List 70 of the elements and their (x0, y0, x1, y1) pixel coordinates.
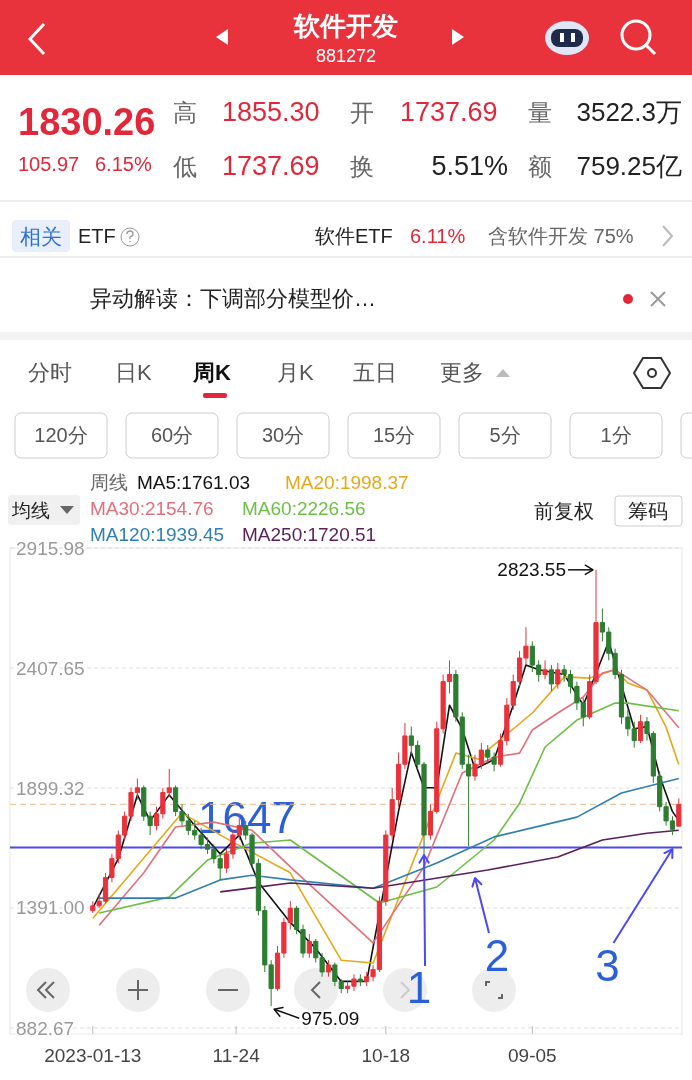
text: 105.97 (18, 153, 80, 175)
text: 开 (350, 98, 374, 126)
x-tick-label: 11-24 (212, 1044, 261, 1066)
text: 881272 (315, 46, 377, 66)
text: 均线 (11, 499, 50, 521)
text: 含软件开发 75% (488, 225, 634, 247)
text: MA20:1998.37 (285, 471, 409, 493)
legend-title: 周线 (90, 471, 128, 493)
text: 759.25亿 (576, 151, 682, 181)
text: 高 (173, 98, 197, 126)
text: 5分 (489, 424, 521, 446)
text: 筹码 (628, 500, 668, 522)
y-tick-label: 2407.65 (16, 657, 85, 679)
candlestick (638, 714, 644, 744)
text: MA250:1720.51 (242, 523, 377, 545)
text: 30分 (261, 424, 305, 446)
text: 月K (277, 359, 314, 385)
text: 60分 (150, 424, 194, 446)
text: 5.51% (431, 151, 508, 181)
text: 额 (528, 152, 552, 180)
y-tick-label: 1899.32 (16, 777, 85, 799)
annotation: 2823.55 (497, 559, 567, 581)
text: 更多 (440, 359, 484, 385)
candlestick (548, 664, 555, 692)
text: 1分 (600, 424, 632, 446)
text: 周K (192, 359, 231, 385)
candlestick (555, 662, 561, 690)
text: 1737.69 (400, 97, 498, 127)
line-series (98, 702, 680, 914)
annotation: 1 (406, 963, 432, 1013)
candlestick (676, 797, 682, 827)
text: 120分 (34, 424, 88, 446)
text: MA30:2154.76 (90, 497, 214, 519)
x-tick-label: 10-18 (361, 1044, 411, 1066)
text: MA60:2226.56 (242, 497, 366, 519)
candlestick (357, 973, 363, 987)
text: 日K (115, 359, 152, 385)
text: 15分 (372, 424, 416, 446)
y-tick-label: 882.67 (16, 1017, 75, 1039)
y-tick-label: 1391.00 (16, 897, 85, 919)
text: 软件开发 (293, 11, 398, 41)
text: 3522.3万 (576, 97, 682, 127)
annotation: 3 (595, 940, 620, 990)
text: 1737.69 (222, 151, 320, 181)
text: 1830.26 (18, 101, 156, 143)
line-series (98, 777, 680, 899)
candlestick (542, 659, 548, 680)
annotation: 2 (484, 930, 510, 980)
text: 前复权 (534, 500, 594, 522)
candlestick (306, 933, 312, 959)
text: 分时 (28, 359, 72, 385)
text: MA120:1939.45 (90, 523, 225, 545)
text: 低 (173, 152, 197, 180)
text: 6.15% (95, 153, 152, 175)
text: 1855.30 (222, 97, 320, 127)
text: ETF (78, 225, 116, 247)
text: 量 (528, 98, 552, 126)
text: 软件ETF (315, 225, 393, 247)
text: 异动解读：下调部分模型价… (90, 285, 376, 311)
text: 换 (350, 152, 374, 180)
text: 6.11% (410, 225, 466, 247)
annotation: 975.09 (301, 1007, 360, 1029)
ref-line-label: 1647 (198, 793, 296, 843)
candlestick (325, 959, 332, 978)
y-tick-label: 2915.98 (16, 537, 85, 559)
text: 相关 (20, 224, 62, 248)
text: MA5:1761.03 (137, 471, 251, 493)
x-tick-label: 2023-01-13 (44, 1044, 142, 1066)
text: 五日 (353, 359, 397, 385)
x-tick-label: 09-05 (508, 1044, 557, 1066)
